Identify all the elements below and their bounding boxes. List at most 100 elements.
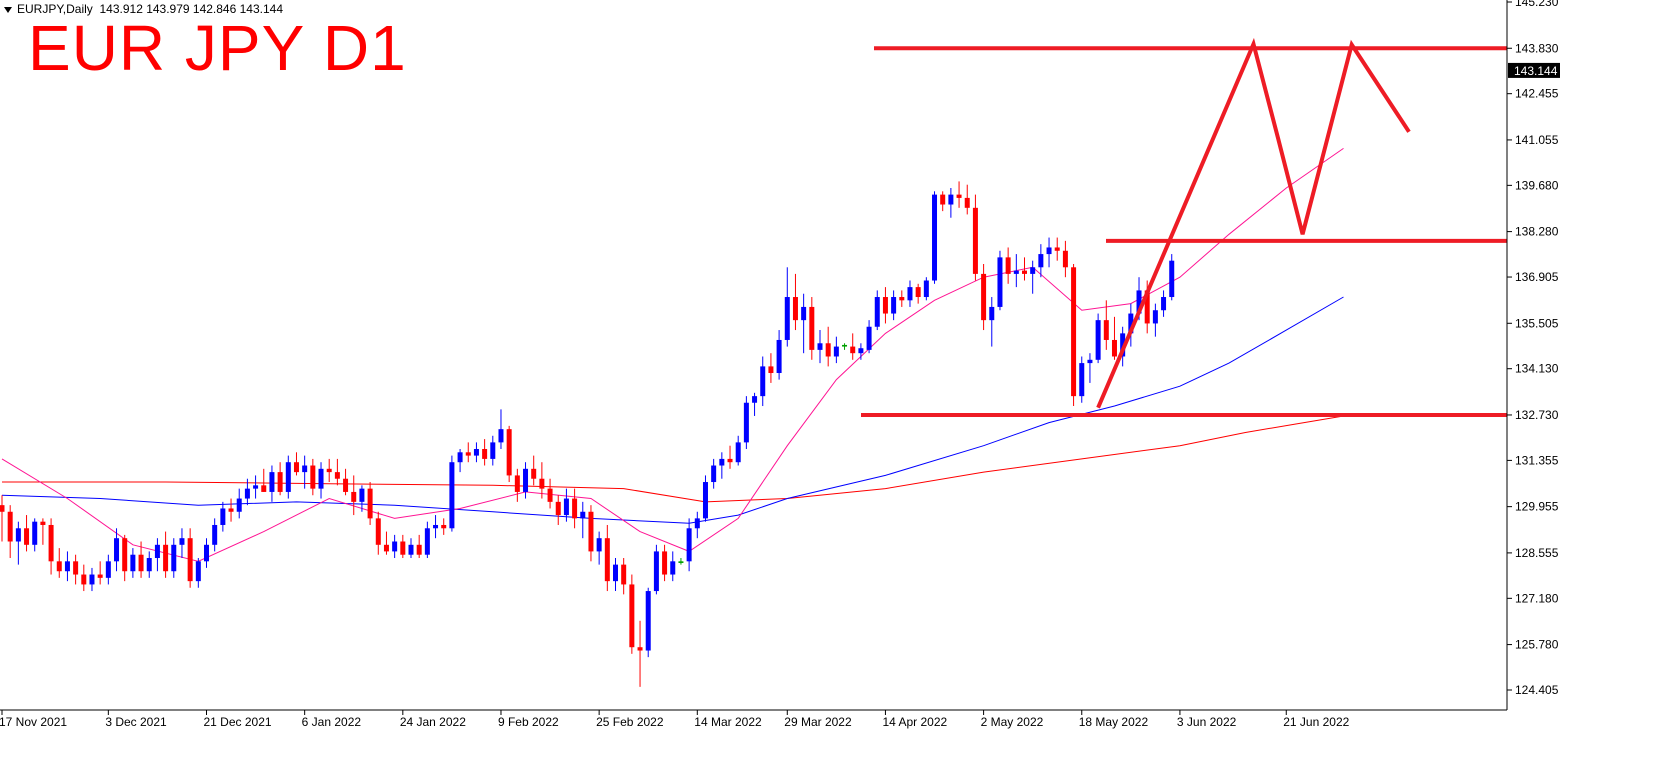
price-tick-label: 135.505 xyxy=(1515,316,1559,330)
candle xyxy=(285,455,291,499)
candle-body xyxy=(760,366,766,397)
candle-body xyxy=(1062,250,1068,268)
candle-body xyxy=(433,524,439,529)
candle-body xyxy=(588,511,594,552)
candle-body xyxy=(105,561,111,578)
candle-body xyxy=(1103,320,1109,340)
candle xyxy=(465,442,471,463)
candle-body xyxy=(629,584,635,648)
candle xyxy=(253,475,259,499)
candle-body xyxy=(1169,260,1175,298)
dropdown-arrow-icon[interactable] xyxy=(4,6,12,13)
candle xyxy=(588,505,594,562)
candle xyxy=(367,482,373,525)
price-tick-label: 134.130 xyxy=(1515,362,1559,376)
candle-body xyxy=(1046,247,1052,255)
candle xyxy=(359,485,365,512)
candle xyxy=(441,518,447,535)
candle-body xyxy=(236,498,242,512)
candle xyxy=(621,558,627,595)
price-tick-label: 124.405 xyxy=(1515,683,1559,697)
candle-body xyxy=(563,498,569,516)
candle xyxy=(784,267,790,347)
candle xyxy=(400,534,406,559)
candle xyxy=(204,538,209,568)
price-tick-label: 142.455 xyxy=(1515,87,1559,101)
time-tick-label: 29 Mar 2022 xyxy=(784,715,852,729)
candle-body xyxy=(1095,320,1101,360)
time-tick-label: 14 Apr 2022 xyxy=(882,715,947,729)
candle xyxy=(449,455,455,532)
candle xyxy=(498,409,504,449)
candle-body xyxy=(539,478,545,489)
ma-mid-line xyxy=(1,296,1344,524)
candle xyxy=(130,548,136,578)
candle xyxy=(433,515,439,539)
overlay-title: EUR JPY D1 xyxy=(28,12,407,84)
candle xyxy=(531,455,537,486)
analysis-drawings xyxy=(861,37,1507,417)
price-tick-label: 127.180 xyxy=(1515,591,1559,605)
candle xyxy=(735,435,741,466)
price-tick-label: 129.955 xyxy=(1515,500,1559,514)
candle-body xyxy=(842,344,848,347)
price-tick-label: 141.055 xyxy=(1515,133,1559,147)
candle xyxy=(858,343,864,360)
candle-body xyxy=(89,574,95,585)
candle-body xyxy=(776,339,782,374)
candle-body xyxy=(711,465,717,483)
candle-body xyxy=(7,511,13,542)
candle xyxy=(981,263,987,331)
candle-body xyxy=(956,194,962,198)
candle-body xyxy=(375,518,381,545)
candle xyxy=(1071,263,1077,407)
candle-body xyxy=(645,591,651,651)
candle-body xyxy=(400,541,406,555)
candle xyxy=(972,194,978,281)
candle-body xyxy=(604,538,610,582)
candle xyxy=(539,462,545,499)
candle-body xyxy=(383,544,389,552)
candle xyxy=(302,455,308,489)
candle xyxy=(899,290,905,307)
price-tick-label: 125.780 xyxy=(1515,638,1559,652)
candle-body xyxy=(997,257,1003,307)
candle xyxy=(923,277,929,301)
candle-body xyxy=(653,551,659,592)
price-tick-label: 138.280 xyxy=(1515,225,1559,239)
candle-body xyxy=(621,564,627,585)
candle-body xyxy=(261,485,267,492)
ohlc-values: 143.912 143.979 142.846 143.144 xyxy=(99,2,283,16)
candle xyxy=(1087,353,1093,383)
candle xyxy=(907,280,913,307)
candle xyxy=(1095,313,1101,364)
candle xyxy=(768,353,774,383)
candle-body xyxy=(318,468,324,489)
candle-body xyxy=(580,511,586,519)
candle-body xyxy=(768,366,774,374)
time-tick-label: 21 Jun 2022 xyxy=(1283,715,1349,729)
candle-body xyxy=(171,544,177,572)
candle-body xyxy=(163,544,169,572)
candle-body xyxy=(334,472,340,479)
candle xyxy=(825,326,831,367)
candle-body xyxy=(1022,270,1027,274)
candle xyxy=(940,191,946,212)
candle xyxy=(555,495,561,525)
candle-body xyxy=(547,488,553,502)
candle xyxy=(719,452,725,479)
candle xyxy=(1079,356,1085,403)
candle-body xyxy=(367,488,373,519)
candle-body xyxy=(637,647,643,651)
candle-body xyxy=(97,574,103,578)
candle-body xyxy=(0,505,5,512)
candle-body xyxy=(506,429,512,476)
candle-body xyxy=(498,429,504,443)
candle xyxy=(891,290,897,321)
candle-body xyxy=(1038,254,1044,268)
candle-body xyxy=(326,468,332,473)
candle xyxy=(383,531,389,555)
candle xyxy=(73,554,79,585)
